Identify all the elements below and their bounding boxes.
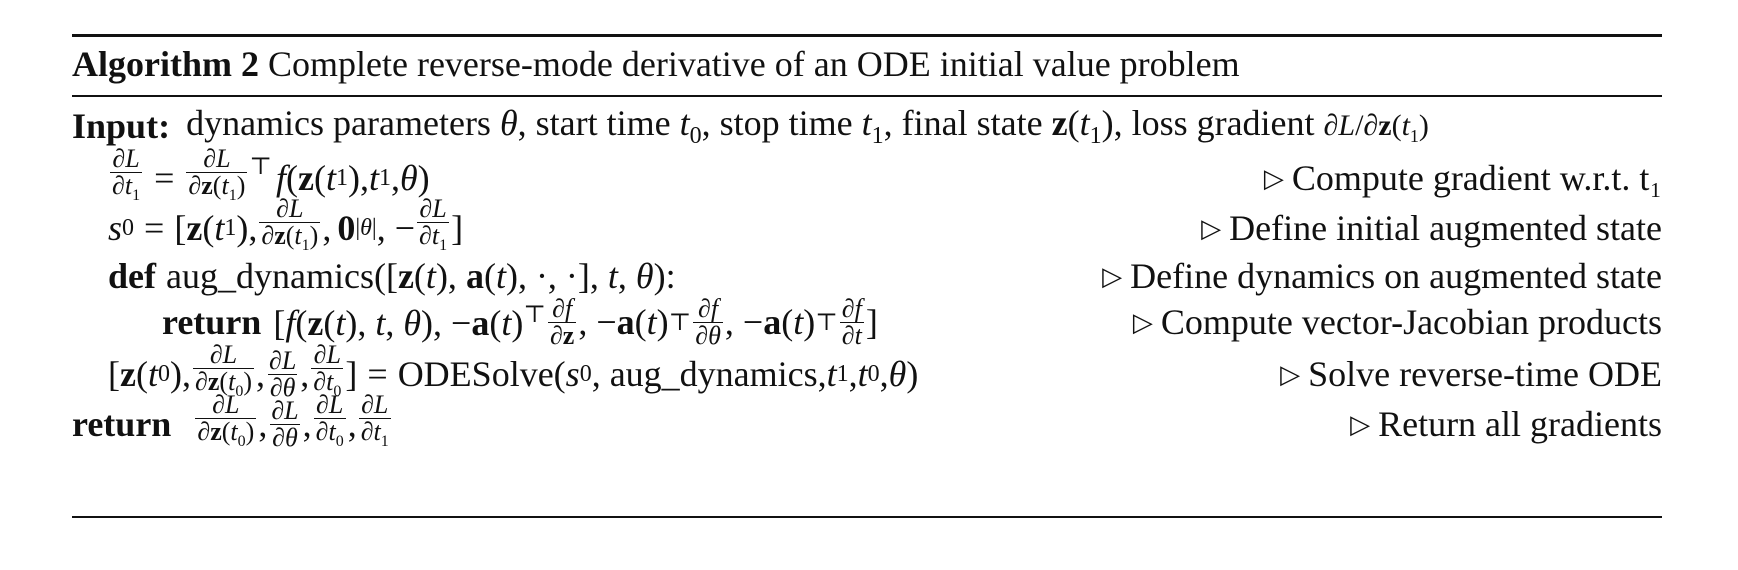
line-math: return [f(z(t), t, θ), −a(t)⊤ ∂f ∂z, − a(t… (162, 293, 878, 350)
line-4-comment: ▷ Compute vector-Jacobian products (1133, 301, 1662, 343)
algorithm-line-4: return [f(z(t), t, θ), −a(t)⊤ ∂f ∂z, − a(t… (72, 294, 1662, 350)
comment-triangle-icon: ▷ (1280, 360, 1301, 389)
return-keyword: return (72, 404, 172, 444)
line-2-comment: ▷ Define initial augmented state (1201, 207, 1662, 249)
algorithm-line-5: [z(t 0), ∂L ∂z(t0), ∂L ∂θ, ∂L ∂t0] = ODESolv… (72, 342, 1662, 402)
line-6-comment: ▷ Return all gradients (1350, 403, 1662, 445)
line-math: def aug_dynamics([z(t), a(t), ·, ·], t, … (108, 256, 676, 296)
algorithm-label: Algorithm 2 (72, 44, 259, 84)
comment-triangle-icon: ▷ (1102, 262, 1123, 291)
bottom-rule (72, 516, 1662, 518)
line-math: [z(t 0), ∂L ∂z(t0), ∂L ∂θ, ∂L ∂t0] = ODESolv… (108, 342, 918, 405)
comment-text: Compute vector-Jacobian products (1160, 302, 1662, 342)
input-math: dynamics parameters θ, start time t0, st… (186, 102, 1429, 150)
algorithm-box: Algorithm 2 Complete reverse-mode deriva… (72, 34, 1662, 451)
line-5-comment: ▷ Solve reverse-time ODE (1280, 353, 1662, 395)
algorithm-caption: Complete reverse-mode derivative of an O… (267, 44, 1240, 84)
algorithm-line-6: return ∂L ∂z(t0), ∂L ∂θ, ∂L ∂t0, ∂L ∂t1 ▷ Re… (72, 392, 1662, 452)
algorithm-line-input: Input: dynamics parameters θ, start time… (72, 98, 1662, 154)
algorithm-line-3: def aug_dynamics([z(t), a(t), ·, ·], t, … (72, 248, 1662, 304)
algorithm-title: Algorithm 2 Complete reverse-mode deriva… (72, 43, 1662, 85)
comment-triangle-icon: ▷ (1132, 308, 1153, 337)
top-rule (72, 34, 1662, 37)
comment-text: Solve reverse-time ODE (1308, 354, 1662, 394)
line-math: return ∂L ∂z(t0), ∂L ∂θ, ∂L ∂t0, ∂L ∂t1 (72, 392, 393, 455)
comment-text: Define initial augmented state (1229, 208, 1662, 248)
comment-text: Define dynamics on augmented state (1130, 256, 1662, 296)
header-rule (72, 95, 1662, 97)
comment-triangle-icon: ▷ (1263, 164, 1284, 193)
input-keyword: Input: (72, 106, 171, 146)
comment-text: Return all gradients (1378, 404, 1662, 444)
comment-triangle-icon: ▷ (1201, 214, 1222, 243)
line-content: Input: dynamics parameters θ, start time… (72, 102, 1429, 150)
def-keyword: def (108, 256, 156, 296)
comment-text: Compute gradient w.r.t. t₁ (1291, 158, 1662, 198)
return-keyword: return (162, 302, 262, 342)
comment-triangle-icon: ▷ (1350, 410, 1371, 439)
line-3-comment: ▷ Define dynamics on augmented state (1102, 255, 1662, 297)
line-1-comment: ▷ Compute gradient w.r.t. t₁ (1264, 157, 1662, 199)
